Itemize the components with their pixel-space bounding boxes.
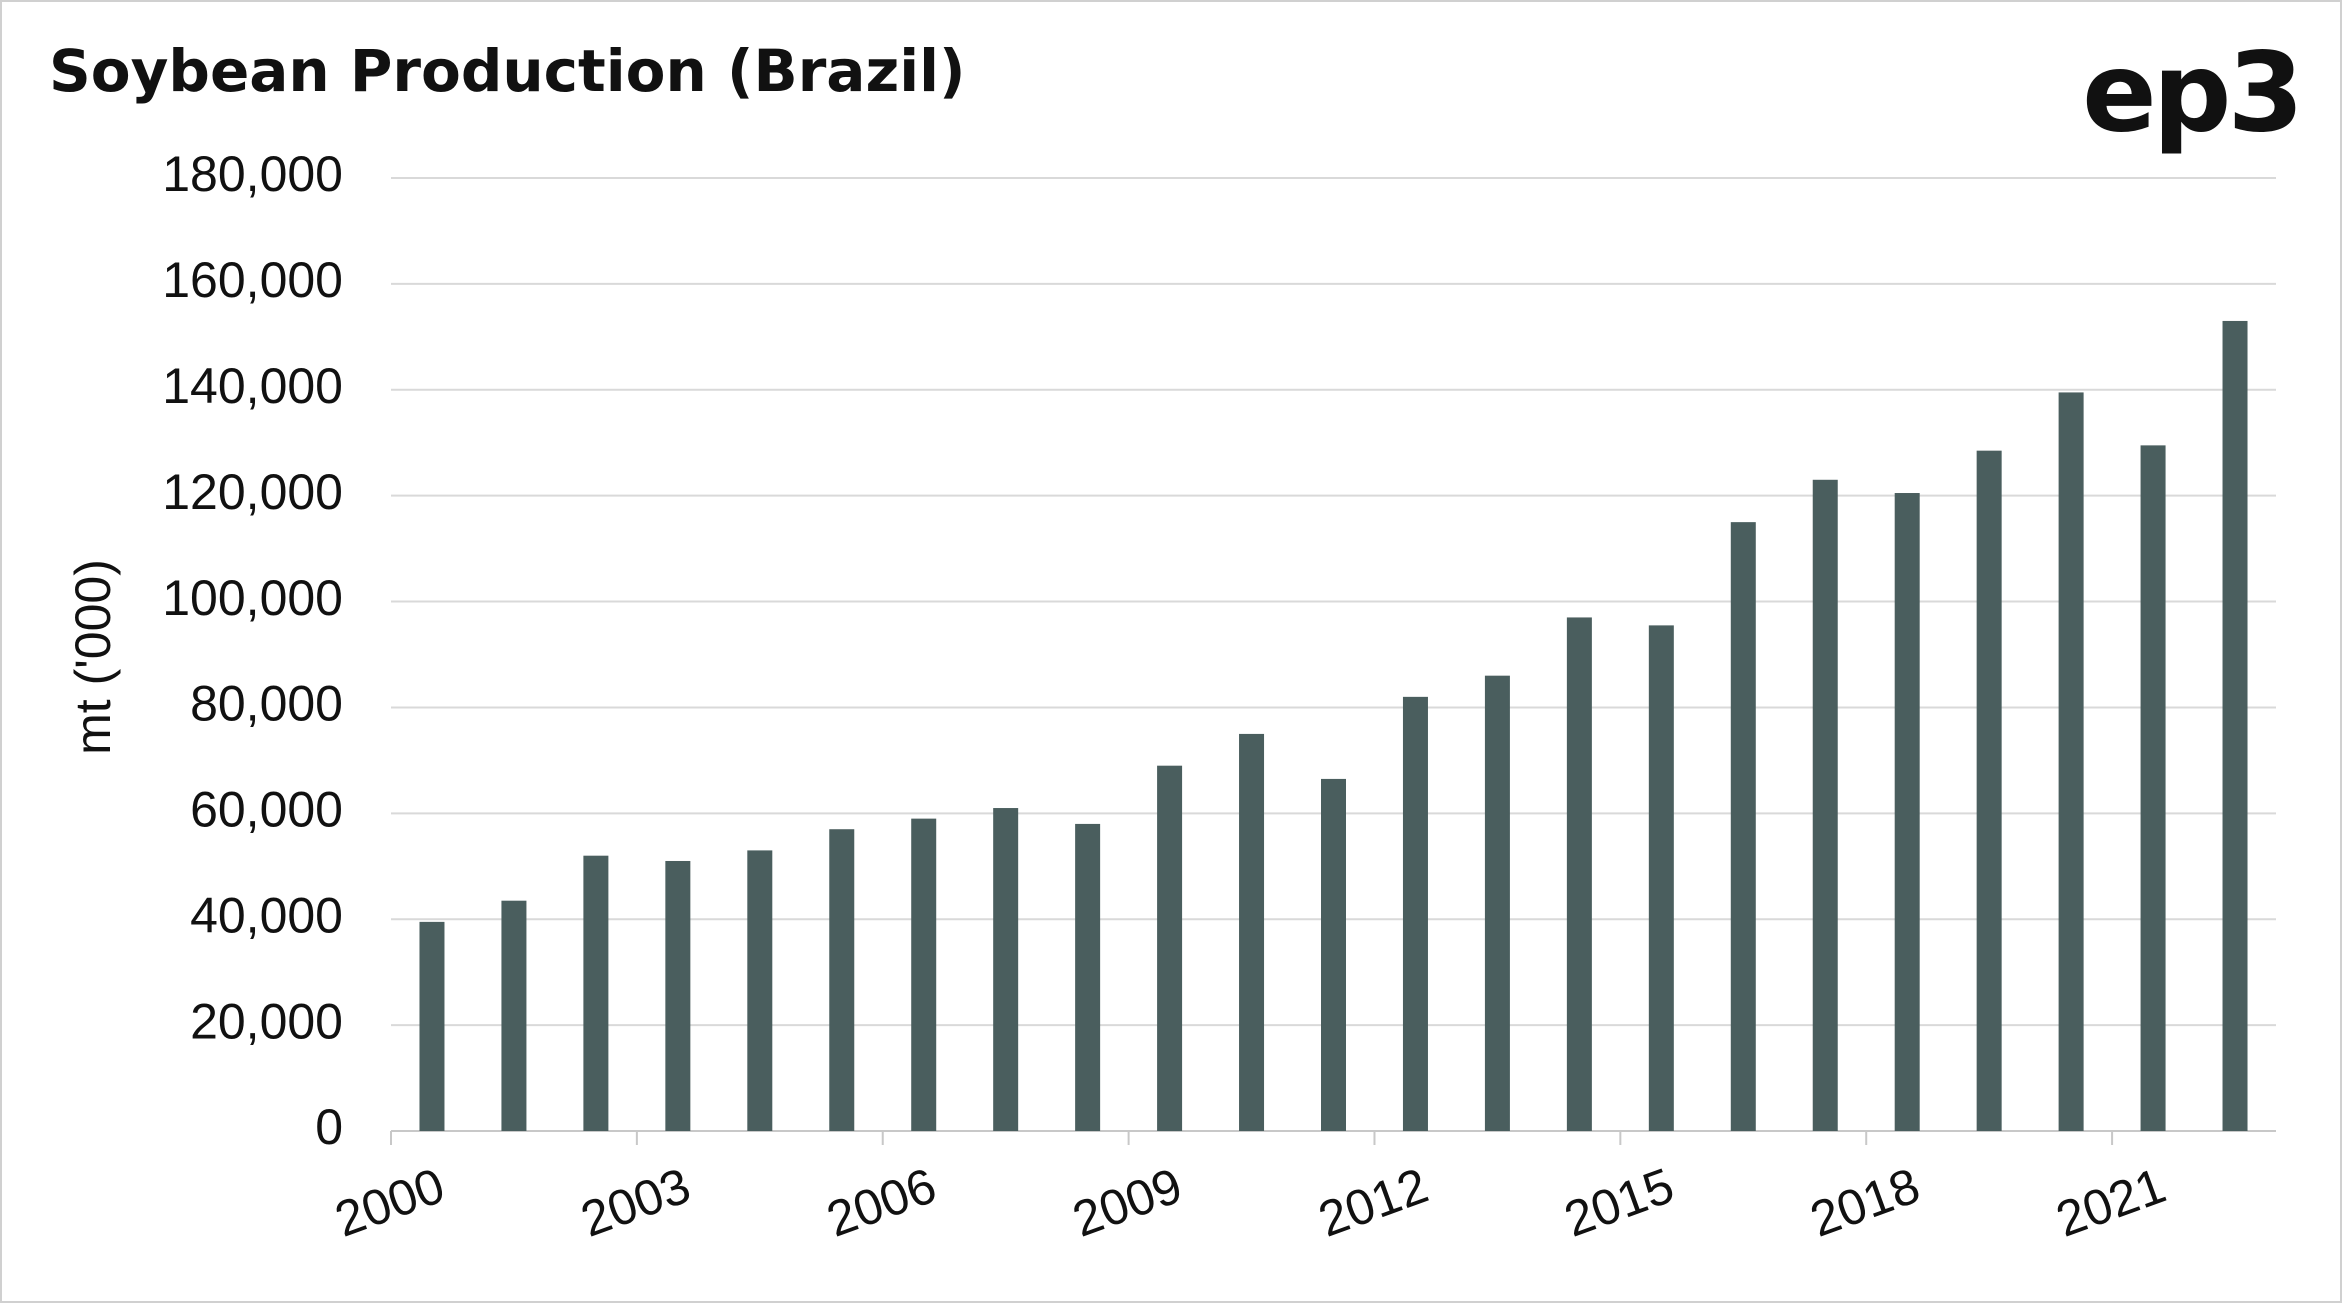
bar [747,850,773,1131]
y-tick-label: 140,000 [162,358,343,414]
y-tick-label: 120,000 [162,464,343,520]
bar [419,921,445,1131]
bar [1566,617,1592,1131]
bar [501,900,527,1131]
bar [1812,479,1838,1131]
bar [1484,675,1510,1131]
bar [1402,696,1428,1131]
y-tick-label: 40,000 [190,887,343,943]
chart-title: Soybean Production (Brazil) [49,37,965,105]
bar [1894,493,1920,1132]
bar [2140,445,2166,1131]
y-tick-label: 100,000 [162,570,343,626]
bar [1239,733,1265,1131]
bar [829,829,855,1131]
bar [1648,625,1674,1131]
y-tick-label: 180,000 [162,146,343,202]
bar [665,860,691,1131]
bar [1730,522,1756,1131]
bar [1075,823,1101,1131]
bar [993,808,1019,1131]
bar [1976,450,2002,1131]
bar [2222,320,2248,1131]
bar [911,818,937,1131]
bar [583,855,609,1131]
y-tick-label: 160,000 [162,252,343,308]
y-tick-label: 20,000 [190,993,343,1049]
y-tick-label: 60,000 [190,782,343,838]
logo: ep3 [2082,28,2300,156]
bar [1321,778,1346,1131]
y-axis-label: mt ('000) [65,559,121,755]
y-tick-label: 0 [315,1099,343,1155]
y-tick-label: 80,000 [190,676,343,732]
bar [1157,765,1183,1131]
bar [2058,392,2084,1131]
